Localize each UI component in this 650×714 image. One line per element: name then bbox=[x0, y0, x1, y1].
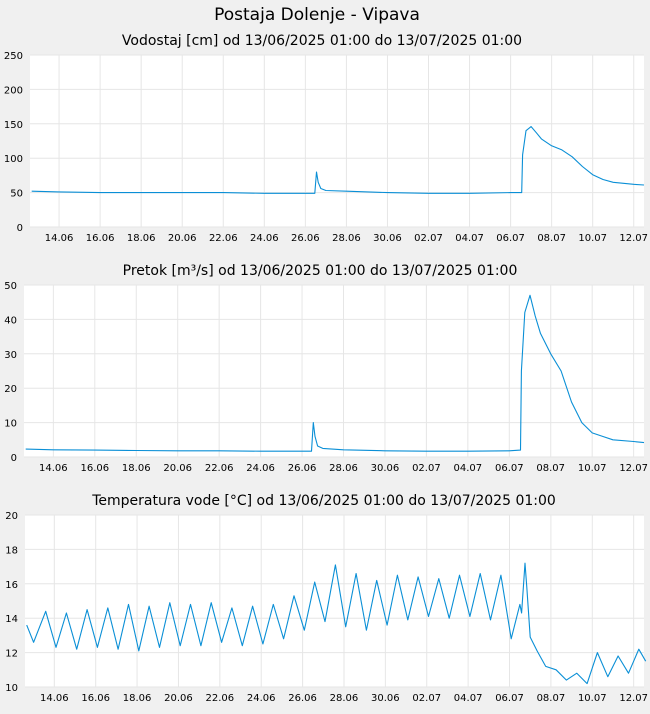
x-tick-label: 14.06 bbox=[45, 233, 74, 244]
x-tick-label: 06.07 bbox=[495, 463, 524, 474]
x-tick-label: 18.06 bbox=[127, 233, 156, 244]
x-tick-label: 08.07 bbox=[536, 463, 565, 474]
x-tick-label: 30.06 bbox=[371, 693, 400, 704]
y-tick-label: 20 bbox=[4, 384, 17, 395]
x-tick-label: 04.07 bbox=[454, 693, 483, 704]
x-tick-label: 18.06 bbox=[122, 463, 151, 474]
x-tick-label: 24.06 bbox=[246, 463, 275, 474]
water-level-chart: Vodostaj [cm] od 13/06/2025 01:00 do 13/… bbox=[4, 33, 648, 244]
x-tick-label: 24.06 bbox=[247, 693, 276, 704]
x-tick-label: 12.07 bbox=[619, 463, 648, 474]
y-tick-label: 10 bbox=[5, 683, 18, 694]
x-tick-label: 24.06 bbox=[250, 233, 279, 244]
series-line bbox=[25, 294, 645, 452]
x-tick-label: 22.06 bbox=[205, 463, 234, 474]
x-tick-label: 18.06 bbox=[123, 693, 152, 704]
x-tick-label: 08.07 bbox=[537, 693, 566, 704]
y-tick-label: 16 bbox=[5, 580, 18, 591]
x-tick-label: 14.06 bbox=[40, 693, 69, 704]
x-tick-label: 06.07 bbox=[496, 233, 525, 244]
x-tick-label: 10.07 bbox=[578, 693, 607, 704]
x-tick-label: 26.06 bbox=[288, 463, 317, 474]
x-tick-label: 20.06 bbox=[163, 463, 192, 474]
water-level-chart-title: Vodostaj [cm] od 13/06/2025 01:00 do 13/… bbox=[122, 33, 522, 49]
series-line bbox=[26, 562, 647, 685]
y-tick-label: 50 bbox=[4, 281, 17, 292]
x-tick-label: 02.07 bbox=[412, 693, 441, 704]
x-tick-label: 12.07 bbox=[619, 233, 648, 244]
x-tick-label: 26.06 bbox=[288, 693, 317, 704]
y-tick-label: 250 bbox=[4, 51, 23, 62]
x-tick-label: 16.06 bbox=[86, 233, 115, 244]
y-tick-label: 100 bbox=[4, 154, 23, 165]
y-tick-label: 0 bbox=[17, 223, 23, 234]
water-temperature-chart-title: Temperatura vode [°C] od 13/06/2025 01:0… bbox=[91, 493, 556, 509]
x-tick-label: 22.06 bbox=[206, 693, 235, 704]
x-tick-label: 20.06 bbox=[168, 233, 197, 244]
x-tick-label: 10.07 bbox=[578, 463, 607, 474]
x-tick-label: 12.07 bbox=[619, 693, 648, 704]
plot-area bbox=[30, 55, 644, 227]
discharge-chart-title: Pretok [m³/s] od 13/06/2025 01:00 do 13/… bbox=[123, 263, 518, 279]
y-tick-label: 12 bbox=[5, 649, 18, 660]
y-tick-label: 40 bbox=[4, 315, 17, 326]
x-tick-label: 30.06 bbox=[371, 463, 400, 474]
y-tick-label: 10 bbox=[4, 419, 17, 430]
y-tick-label: 14 bbox=[5, 614, 18, 625]
x-tick-label: 28.06 bbox=[332, 233, 361, 244]
y-tick-label: 30 bbox=[4, 350, 17, 361]
series-line bbox=[31, 126, 645, 194]
discharge-chart: Pretok [m³/s] od 13/06/2025 01:00 do 13/… bbox=[4, 263, 648, 474]
page-title: Postaja Dolenje - Vipava bbox=[214, 5, 420, 25]
y-tick-label: 18 bbox=[5, 545, 18, 556]
y-tick-label: 50 bbox=[10, 189, 23, 200]
x-tick-label: 28.06 bbox=[329, 463, 358, 474]
x-tick-label: 10.07 bbox=[578, 233, 607, 244]
x-tick-label: 28.06 bbox=[330, 693, 359, 704]
x-tick-label: 06.07 bbox=[495, 693, 524, 704]
y-tick-label: 20 bbox=[5, 511, 18, 522]
y-tick-label: 0 bbox=[11, 453, 17, 464]
x-tick-label: 22.06 bbox=[209, 233, 238, 244]
x-tick-label: 14.06 bbox=[39, 463, 68, 474]
x-tick-label: 02.07 bbox=[414, 233, 443, 244]
x-tick-label: 02.07 bbox=[412, 463, 441, 474]
x-tick-label: 04.07 bbox=[454, 463, 483, 474]
y-tick-label: 200 bbox=[4, 85, 23, 96]
x-tick-label: 16.06 bbox=[81, 693, 110, 704]
plot-area bbox=[24, 285, 644, 457]
x-tick-label: 20.06 bbox=[164, 693, 193, 704]
x-tick-label: 16.06 bbox=[80, 463, 109, 474]
x-tick-label: 04.07 bbox=[455, 233, 484, 244]
x-tick-label: 26.06 bbox=[291, 233, 320, 244]
y-tick-label: 150 bbox=[4, 120, 23, 131]
x-tick-label: 08.07 bbox=[537, 233, 566, 244]
x-tick-label: 30.06 bbox=[373, 233, 402, 244]
water-temperature-chart: Temperatura vode [°C] od 13/06/2025 01:0… bbox=[5, 493, 648, 704]
